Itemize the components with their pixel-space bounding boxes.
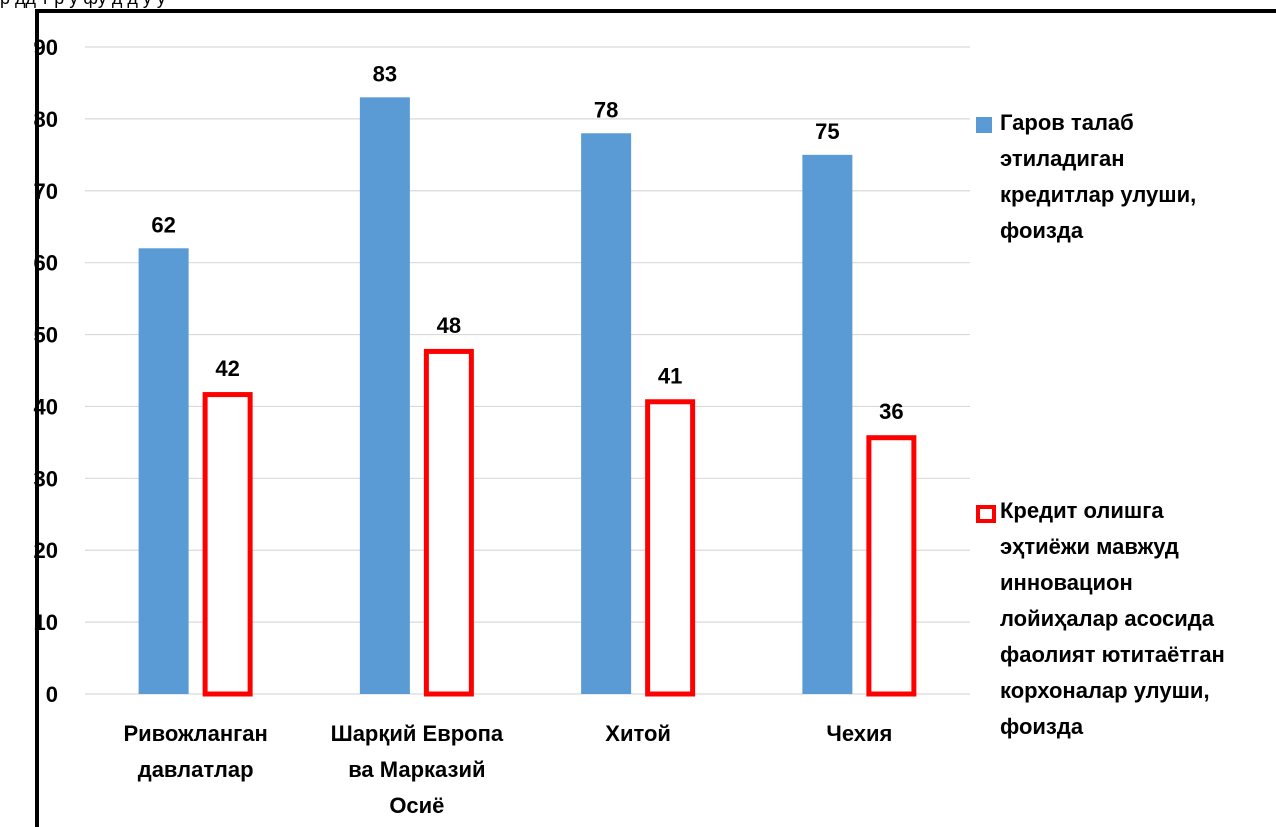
y-tick-label: 90 <box>34 35 58 60</box>
legend-label-line: фаолият ютитаётган <box>1000 642 1225 667</box>
y-tick-label: 60 <box>34 251 58 276</box>
legend-swatch-filled <box>976 117 992 133</box>
x-tick-label: Ривожланган <box>123 721 267 746</box>
bar-series-1 <box>581 133 632 694</box>
y-tick-label: 0 <box>46 682 58 707</box>
x-tick-label: Осиё <box>389 793 444 818</box>
y-tick-label: 40 <box>34 394 58 419</box>
x-axis-ticks: Ривожланган давлатлар Шарқий Европа ва Марк… <box>123 721 892 818</box>
x-tick-label: давлатлар <box>138 757 254 782</box>
legend-label-line: Кредит олишга <box>1000 498 1164 523</box>
legend-label-line: фоизда <box>1000 714 1084 739</box>
bar-series-1 <box>802 154 853 695</box>
data-label: 48 <box>437 313 461 338</box>
y-axis-ticks: 0 10 20 30 40 50 60 70 80 90 <box>34 35 58 707</box>
legend-label-line: кредитлар улуши, <box>1000 182 1197 207</box>
x-tick-label: Чехия <box>826 721 892 746</box>
legend-label-line: фоизда <box>1000 218 1084 243</box>
data-label: 41 <box>658 363 682 388</box>
y-tick-label: 50 <box>34 323 58 348</box>
data-label: 78 <box>594 97 618 122</box>
bars <box>138 97 917 697</box>
top-cropped-text-content: р дд т р у фу д д у у <box>0 0 166 9</box>
y-tick-label: 20 <box>34 538 58 563</box>
legend-label-line: корхоналар улуши, <box>1000 678 1210 703</box>
y-tick-label: 30 <box>34 466 58 491</box>
legend-label-line: эҳтиёжи мавжуд <box>1000 534 1179 559</box>
legend-label-line: инновацион <box>1000 570 1133 595</box>
data-label: 62 <box>151 212 175 237</box>
y-tick-label: 10 <box>34 610 58 635</box>
data-label: 75 <box>815 119 839 144</box>
top-cropped-text: р дд т р у фу д д у у <box>0 0 1276 9</box>
x-tick-label: Хитой <box>605 721 671 746</box>
legend-label-line: лойиҳалар асосида <box>1000 606 1214 631</box>
legend-label-series-2: Кредит олишга эҳтиёжи мавжуд инновацион лой… <box>1000 493 1262 745</box>
legend-swatch-outline <box>976 505 996 523</box>
bar-series-2 <box>645 399 696 697</box>
x-tick-label: ва Марказий <box>348 757 485 782</box>
data-labels: 62 42 83 48 78 41 75 36 <box>151 61 903 424</box>
bar-series-2 <box>202 392 253 697</box>
legend-label-series-1: Гаров талаб этиладиган кредитлар улуши, фои… <box>1000 105 1262 249</box>
data-label: 36 <box>879 399 903 424</box>
legend-label-line: этиладиган <box>1000 146 1125 171</box>
y-tick-label: 70 <box>34 179 58 204</box>
legend-label-line: Гаров талаб <box>1000 110 1134 135</box>
y-tick-label: 80 <box>34 107 58 132</box>
data-label: 83 <box>373 61 397 86</box>
bar-series-1 <box>138 248 189 695</box>
bar-series-1 <box>359 97 410 695</box>
bar-series-2 <box>423 348 474 697</box>
x-tick-label: Шарқий Европа <box>331 721 504 746</box>
data-label: 42 <box>215 356 239 381</box>
bar-series-2 <box>866 435 917 697</box>
